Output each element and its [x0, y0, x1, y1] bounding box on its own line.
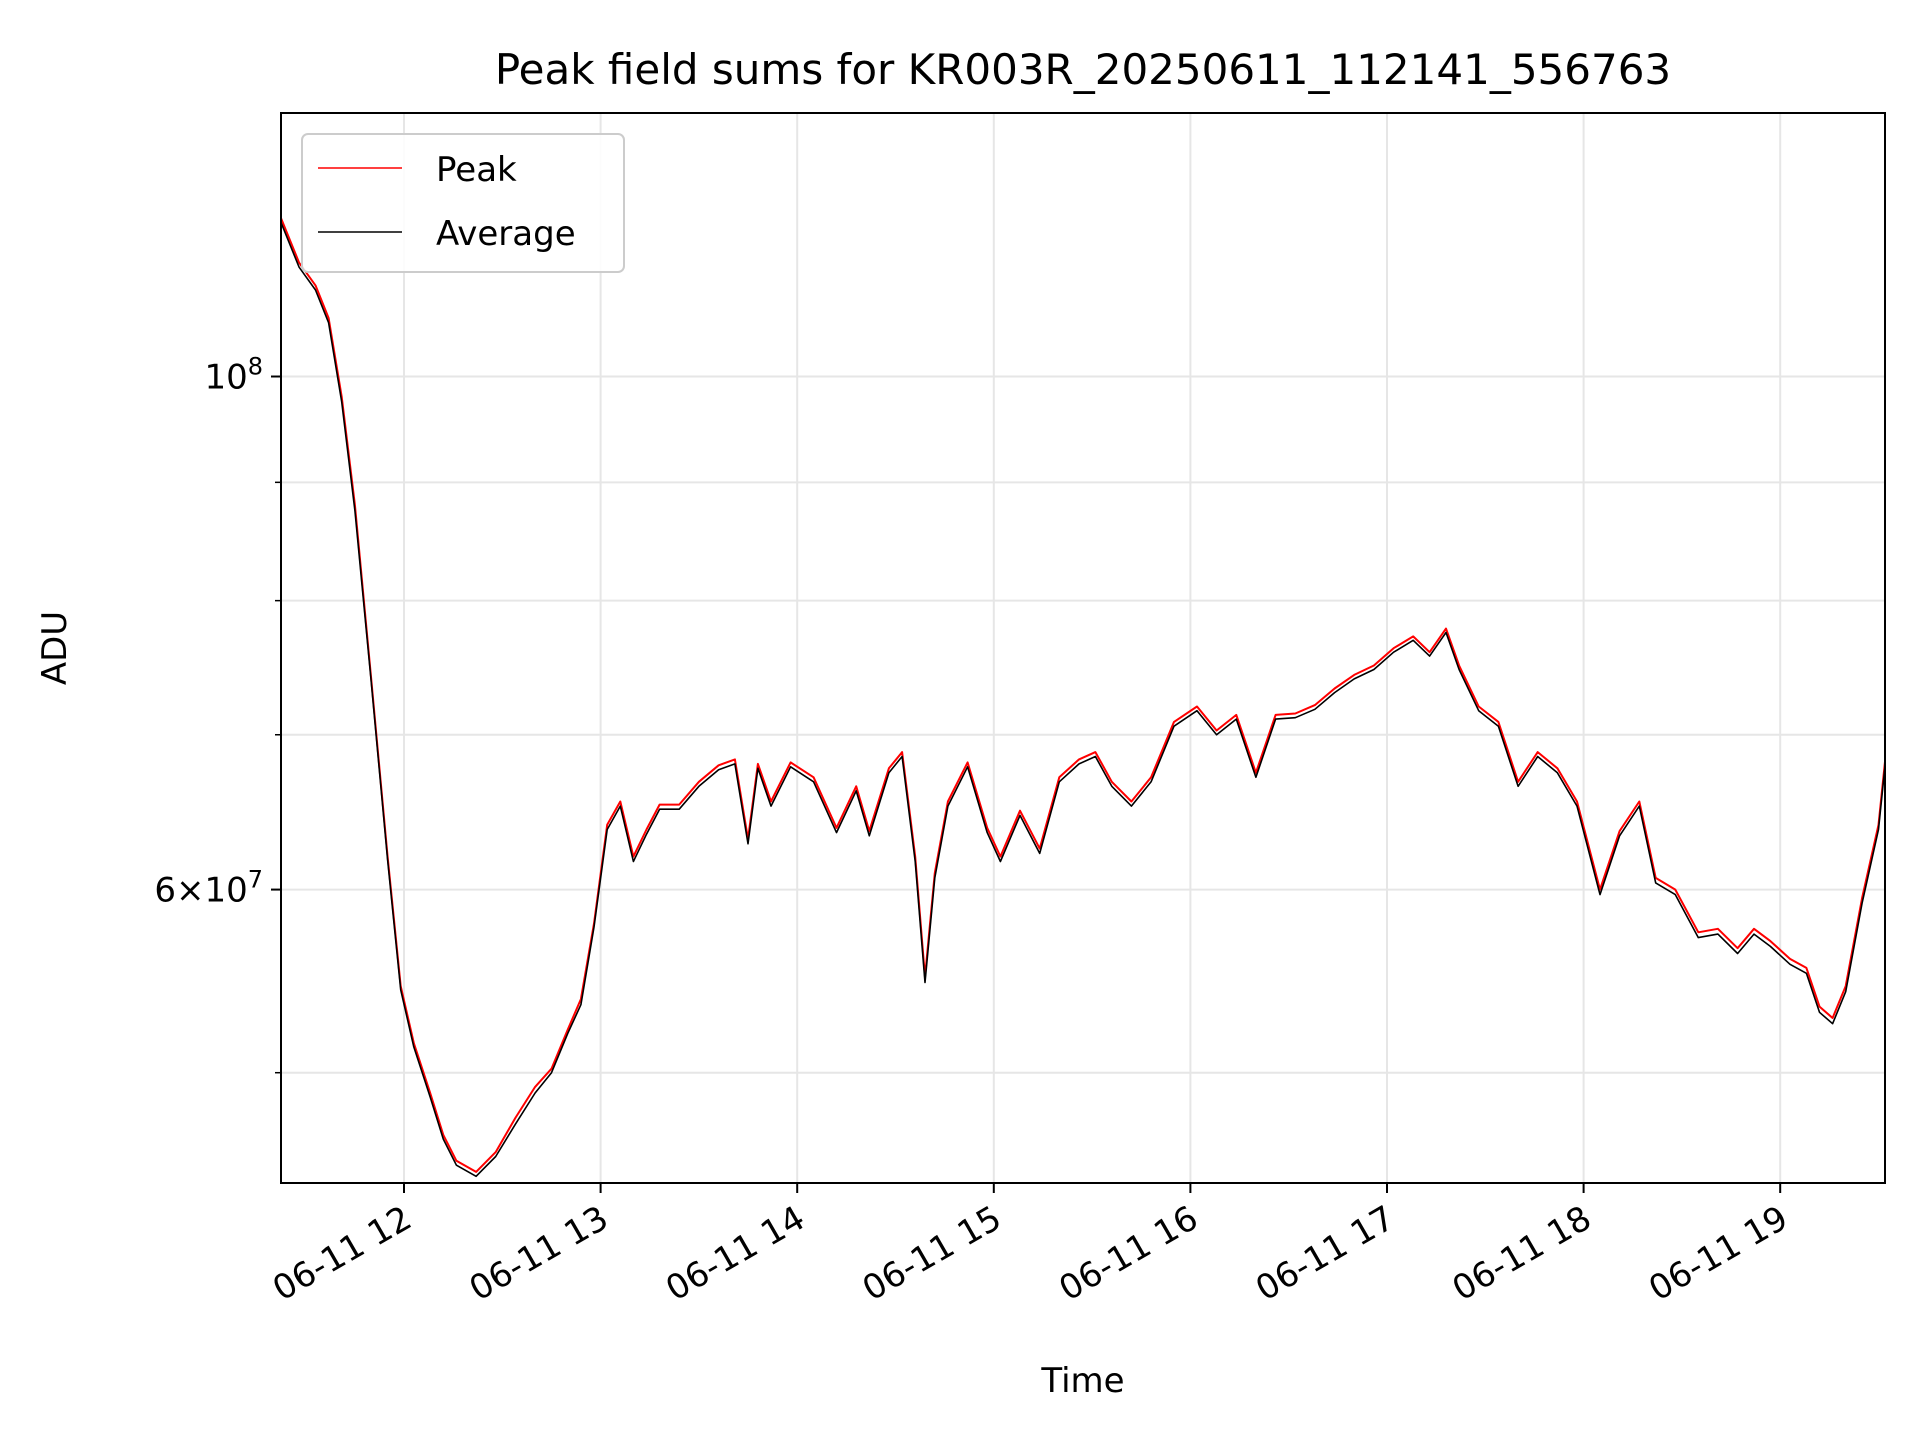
- y-tick-label: 108: [204, 353, 263, 398]
- grid: [281, 113, 1885, 1183]
- legend: Peak Average: [301, 133, 625, 273]
- y-tick-label: 6×107: [154, 866, 263, 911]
- series-layer: [281, 215, 1885, 1178]
- legend-label-peak: Peak: [436, 150, 517, 190]
- x-axis-label: Time: [1040, 1361, 1124, 1401]
- legend-label-average: Average: [436, 214, 576, 254]
- chart-title: Peak field sums for KR003R_20250611_1121…: [495, 45, 1671, 94]
- series-line-average: [281, 220, 1885, 1178]
- plot-frame: [280, 112, 1886, 1184]
- plot-area: [281, 215, 1885, 1178]
- y-axis-label: ADU: [35, 611, 75, 685]
- series-line-peak: [281, 215, 1885, 1173]
